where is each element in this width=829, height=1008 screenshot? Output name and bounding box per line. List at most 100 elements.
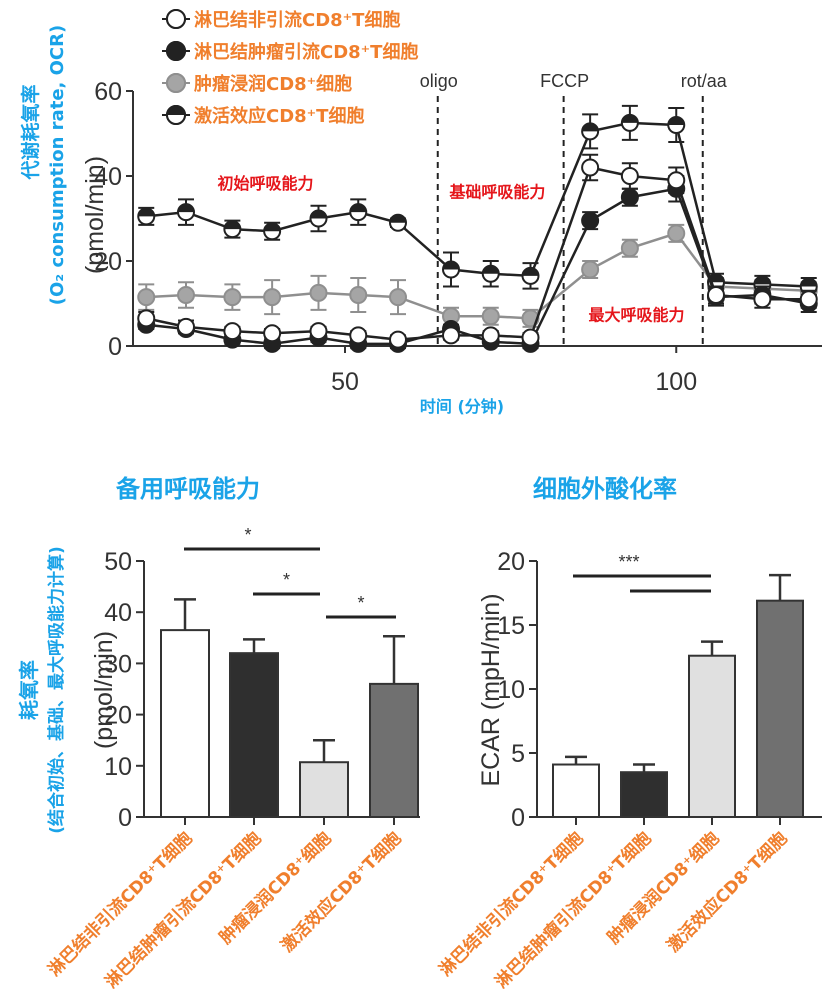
data-point [223,288,242,307]
y-axis-label: ECAR (mpH/min) [477,593,505,786]
significance-label: *** [618,552,639,572]
data-point [223,220,242,239]
x-tick-label: 100 [655,368,697,396]
y-tick-label: 10 [104,753,132,781]
phase-annotation: 基础呼吸能力 [448,182,545,201]
y-tick-label: 20 [94,248,122,276]
data-point [177,203,195,222]
bar [369,682,419,818]
data-point [137,288,156,307]
x-axis-label: 时间 (分钟) [420,397,504,416]
significance-label: * [244,525,251,545]
y-tick-label: 40 [104,599,132,627]
data-point [581,158,600,177]
data-point [620,113,639,132]
y-tick-label: 40 [94,163,122,191]
data-point-top-half [264,223,281,232]
bar-chart-title: 细胞外酸化率 [533,475,677,503]
y-tick-label: 0 [108,333,122,361]
legend-marker [166,41,186,61]
data-point-top-half [582,123,599,132]
data-point [177,317,195,336]
series-line [146,187,809,346]
data-point [309,322,328,341]
phase-annotation: 最大呼吸能力 [588,306,684,325]
data-point-top-half [800,278,817,287]
data-point-top-half [138,208,155,217]
data-point [349,326,368,345]
bar [756,599,804,818]
data-point [667,116,686,134]
data-point [389,330,407,349]
bar-chart-title: 备用呼吸能力 [115,475,260,503]
bar [688,654,736,818]
bar [620,771,668,819]
data-point [620,167,639,185]
data-point-top-half [621,114,638,123]
y-tick-label: 10 [497,676,525,704]
legend-marker [166,73,186,93]
data-point [309,209,328,228]
data-point [137,207,156,226]
y-axis-label: (pmol/min) [90,631,118,749]
legend-label: 激活效应CD8⁺T细胞 [194,105,364,127]
data-point [521,266,540,285]
y-tick-label: 15 [497,612,525,640]
data-point [667,224,686,243]
y-tick-label: 20 [497,548,525,576]
data-point [521,328,540,347]
bar [552,763,600,819]
data-point-top-half [443,261,459,270]
data-point-top-half [178,204,194,213]
data-point [263,324,282,343]
data-point [349,286,368,304]
series-line [146,231,809,320]
series-half [137,104,818,296]
data-point [442,260,460,279]
y-axis-title-cn: 耗氧率 [17,660,41,720]
injection-label: FCCP [540,71,589,91]
data-point [620,239,639,258]
data-point [137,309,156,328]
y-tick-label: 30 [104,650,132,678]
y-axis-title-en: (O₂ consumption rate, OCR) [47,25,68,305]
data-point [620,188,639,207]
data-point [223,322,242,341]
data-point [389,213,407,232]
data-point-top-half [482,265,499,274]
y-tick-label: 20 [104,702,132,730]
y-tick-label: 0 [511,804,525,832]
bar [229,652,279,818]
series-line [146,121,809,288]
y-tick-label: 50 [104,548,132,576]
series-open [137,153,818,349]
bar [160,629,210,818]
data-point [177,286,195,304]
injection-label: rot/aa [681,71,728,91]
data-point [707,286,725,304]
data-point [581,122,600,141]
data-point [667,171,686,190]
category-label: 激活效应CD8⁺T细胞 [663,828,792,957]
y-tick-label: 0 [118,804,132,832]
category-label: 淋巴结非引流CD8⁺T细胞 [44,828,197,981]
legend-label: 淋巴结非引流CD8⁺T细胞 [194,9,400,31]
data-point [799,290,818,309]
data-point [263,222,282,241]
data-point [481,264,500,283]
data-point [481,326,500,345]
data-point [581,211,600,230]
data-point [442,326,460,345]
x-tick-label: 50 [331,368,359,396]
ocr-line-chart: 0 20 40 60 50 100 (pmol/min) 代谢耗氧率 (O₂ consumpti… [19,25,822,416]
phase-annotation: 初始呼吸能力 [217,174,313,193]
legend-marker [166,9,186,29]
legend-marker-top-half [167,106,185,115]
y-tick-label: 60 [94,78,122,106]
category-label: 激活效应CD8⁺T细胞 [277,828,406,957]
injection-label: oligo [420,71,458,91]
data-point-top-half [224,221,241,230]
data-point-top-half [522,267,539,276]
